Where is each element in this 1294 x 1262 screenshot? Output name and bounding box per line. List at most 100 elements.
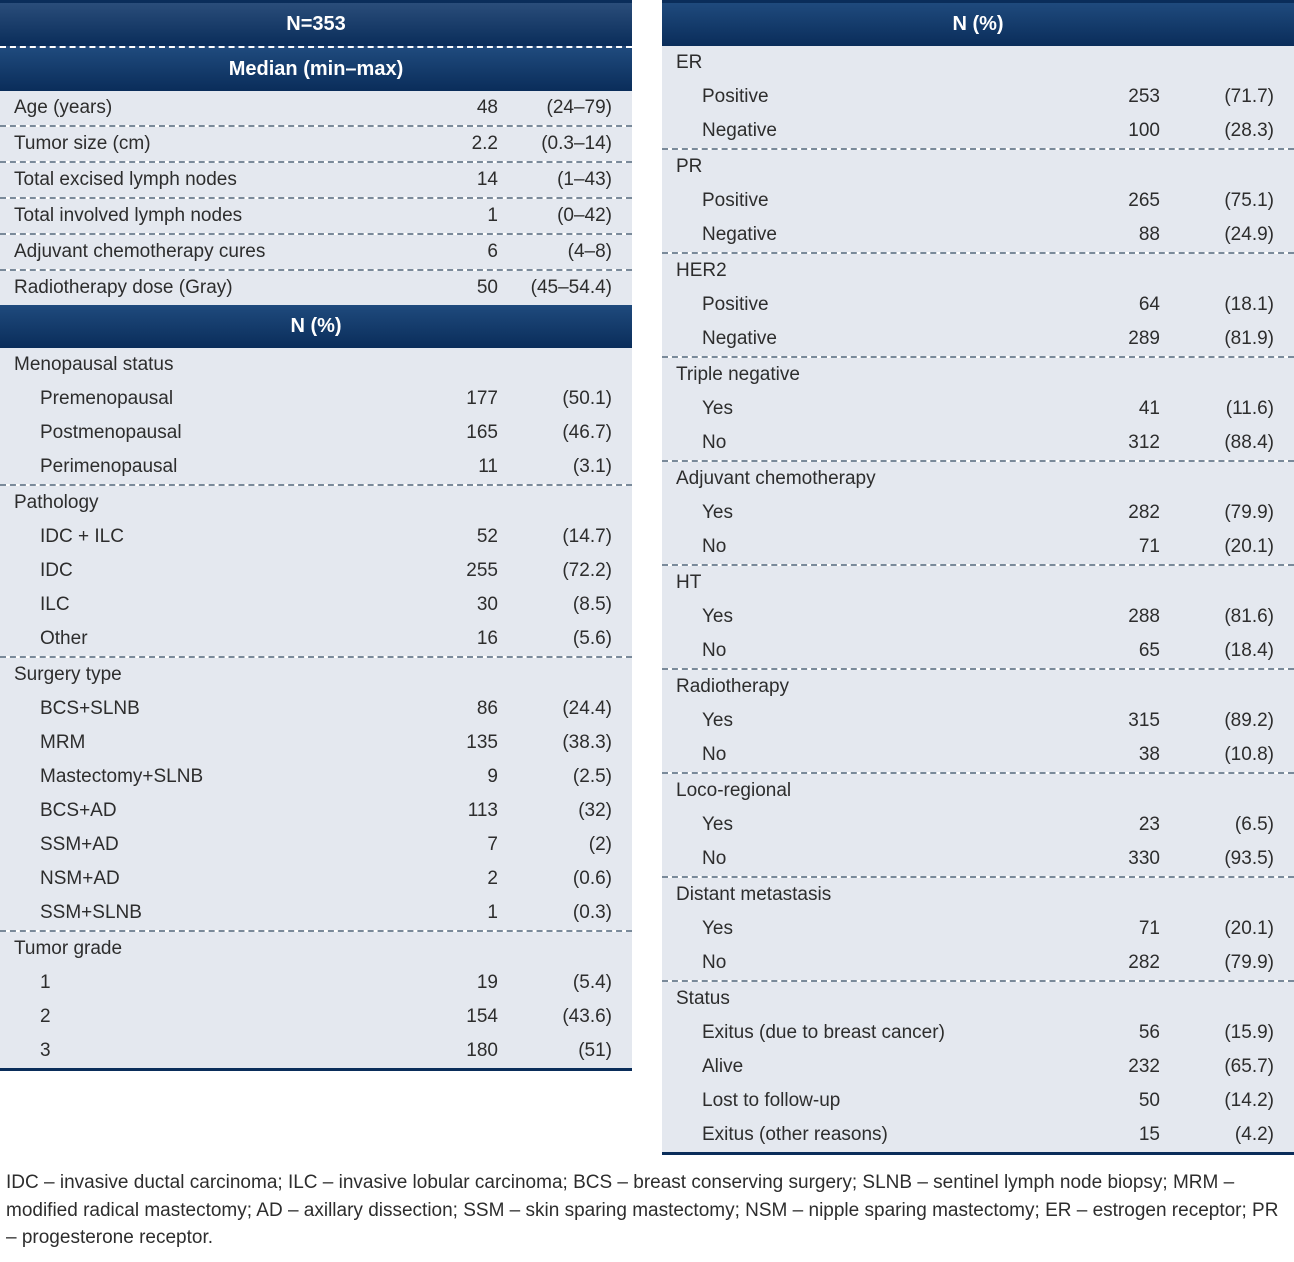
row-label: Alive bbox=[676, 1056, 1090, 1078]
row-label: Negative bbox=[676, 328, 1090, 350]
row-value-2: (72.2) bbox=[498, 560, 618, 582]
table-row: No282(79.9) bbox=[662, 946, 1294, 980]
table-row: Negative100(28.3) bbox=[662, 114, 1294, 148]
page-wrap: N=353 Median (min–max) Age (years)48(24–… bbox=[0, 0, 1294, 1155]
row-value-2: (1–43) bbox=[498, 169, 618, 191]
group-title-row: ER bbox=[662, 46, 1294, 80]
row-label: Total involved lymph nodes bbox=[14, 205, 428, 227]
row-value-1: 71 bbox=[1090, 536, 1160, 558]
row-value-1: 1 bbox=[428, 205, 498, 227]
row-value-1: 38 bbox=[1090, 744, 1160, 766]
row-label: Exitus (other reasons) bbox=[676, 1124, 1090, 1146]
table-row: BCS+AD113(32) bbox=[0, 794, 632, 828]
group-title: Triple negative bbox=[676, 364, 1090, 386]
group-title-row: Loco-regional bbox=[662, 774, 1294, 808]
row-value-1: 2.2 bbox=[428, 133, 498, 155]
row-value-1: 65 bbox=[1090, 640, 1160, 662]
group-title: Adjuvant chemotherapy bbox=[676, 468, 1090, 490]
row-value-1: 288 bbox=[1090, 606, 1160, 628]
row-value-1: 16 bbox=[428, 628, 498, 650]
row-value-2: (8.5) bbox=[498, 594, 618, 616]
row-label: No bbox=[676, 640, 1090, 662]
group: HTYes288(81.6)No65(18.4) bbox=[662, 566, 1294, 670]
row-label: Yes bbox=[676, 398, 1090, 420]
row-label: IDC bbox=[14, 560, 428, 582]
table-row: Alive232(65.7) bbox=[662, 1050, 1294, 1084]
row-value-2: (5.4) bbox=[498, 972, 618, 994]
row-label: Age (years) bbox=[14, 97, 428, 119]
row-value-1: 48 bbox=[428, 97, 498, 119]
row-label: Yes bbox=[676, 814, 1090, 836]
row-label: Yes bbox=[676, 606, 1090, 628]
table-row: No312(88.4) bbox=[662, 426, 1294, 460]
group-title: Surgery type bbox=[14, 664, 428, 686]
group-title-row: Surgery type bbox=[0, 658, 632, 692]
group-title: Loco-regional bbox=[676, 780, 1090, 802]
group: PRPositive265(75.1)Negative88(24.9) bbox=[662, 150, 1294, 254]
group-title: HER2 bbox=[676, 260, 1090, 282]
row-value-2: (4–8) bbox=[498, 241, 618, 263]
table-row: No71(20.1) bbox=[662, 530, 1294, 564]
table-row: Yes41(11.6) bbox=[662, 392, 1294, 426]
median-row: Adjuvant chemotherapy cures6(4–8) bbox=[0, 235, 632, 271]
group-title-row: HER2 bbox=[662, 254, 1294, 288]
left-groups: Menopausal statusPremenopausal177(50.1)P… bbox=[0, 348, 632, 1068]
row-value-2: (38.3) bbox=[498, 732, 618, 754]
group: HER2Positive64(18.1)Negative289(81.9) bbox=[662, 254, 1294, 358]
row-value-1: 330 bbox=[1090, 848, 1160, 870]
table-row: Exitus (other reasons)15(4.2) bbox=[662, 1118, 1294, 1152]
row-value-2: (14.2) bbox=[1160, 1090, 1280, 1112]
row-value-2: (20.1) bbox=[1160, 918, 1280, 940]
row-value-2: (10.8) bbox=[1160, 744, 1280, 766]
row-value-1: 30 bbox=[428, 594, 498, 616]
row-value-2: (15.9) bbox=[1160, 1022, 1280, 1044]
row-label: 3 bbox=[14, 1040, 428, 1062]
row-value-2: (46.7) bbox=[498, 422, 618, 444]
row-value-1: 11 bbox=[428, 456, 498, 478]
row-value-1: 86 bbox=[428, 698, 498, 720]
row-label: No bbox=[676, 952, 1090, 974]
row-value-2: (24–79) bbox=[498, 97, 618, 119]
row-value-1: 265 bbox=[1090, 190, 1160, 212]
row-value-1: 232 bbox=[1090, 1056, 1160, 1078]
row-label: Mastectomy+SLNB bbox=[14, 766, 428, 788]
table-row: 119(5.4) bbox=[0, 966, 632, 1000]
table-row: NSM+AD2(0.6) bbox=[0, 862, 632, 896]
table-row: Age (years)48(24–79) bbox=[0, 91, 632, 125]
row-value-1: 113 bbox=[428, 800, 498, 822]
row-value-2: (20.1) bbox=[1160, 536, 1280, 558]
row-label: Exitus (due to breast cancer) bbox=[676, 1022, 1090, 1044]
row-value-1: 23 bbox=[1090, 814, 1160, 836]
table-row: Mastectomy+SLNB9(2.5) bbox=[0, 760, 632, 794]
table-row: No38(10.8) bbox=[662, 738, 1294, 772]
group-title-row: Tumor grade bbox=[0, 932, 632, 966]
group-title-row: Radiotherapy bbox=[662, 670, 1294, 704]
row-value-1: 7 bbox=[428, 834, 498, 856]
row-value-2: (0.6) bbox=[498, 868, 618, 890]
row-value-1: 289 bbox=[1090, 328, 1160, 350]
table-row: Negative289(81.9) bbox=[662, 322, 1294, 356]
table-row: Radiotherapy dose (Gray)50(45–54.4) bbox=[0, 271, 632, 305]
table-row: No65(18.4) bbox=[662, 634, 1294, 668]
row-label: SSM+SLNB bbox=[14, 902, 428, 924]
row-label: 2 bbox=[14, 1006, 428, 1028]
table-row: Yes71(20.1) bbox=[662, 912, 1294, 946]
row-value-2: (51) bbox=[498, 1040, 618, 1062]
left-header-n: N=353 bbox=[0, 3, 632, 48]
row-value-1: 312 bbox=[1090, 432, 1160, 454]
row-value-2: (32) bbox=[498, 800, 618, 822]
group-title-row: Adjuvant chemotherapy bbox=[662, 462, 1294, 496]
row-value-2: (14.7) bbox=[498, 526, 618, 548]
row-label: Postmenopausal bbox=[14, 422, 428, 444]
row-value-2: (24.4) bbox=[498, 698, 618, 720]
row-value-2: (2.5) bbox=[498, 766, 618, 788]
group-title-row: Pathology bbox=[0, 486, 632, 520]
row-value-2: (18.1) bbox=[1160, 294, 1280, 316]
row-value-1: 14 bbox=[428, 169, 498, 191]
row-label: Premenopausal bbox=[14, 388, 428, 410]
table-row: Yes23(6.5) bbox=[662, 808, 1294, 842]
table-row: Positive265(75.1) bbox=[662, 184, 1294, 218]
row-label: Yes bbox=[676, 502, 1090, 524]
row-label: Yes bbox=[676, 918, 1090, 940]
row-value-1: 50 bbox=[428, 277, 498, 299]
